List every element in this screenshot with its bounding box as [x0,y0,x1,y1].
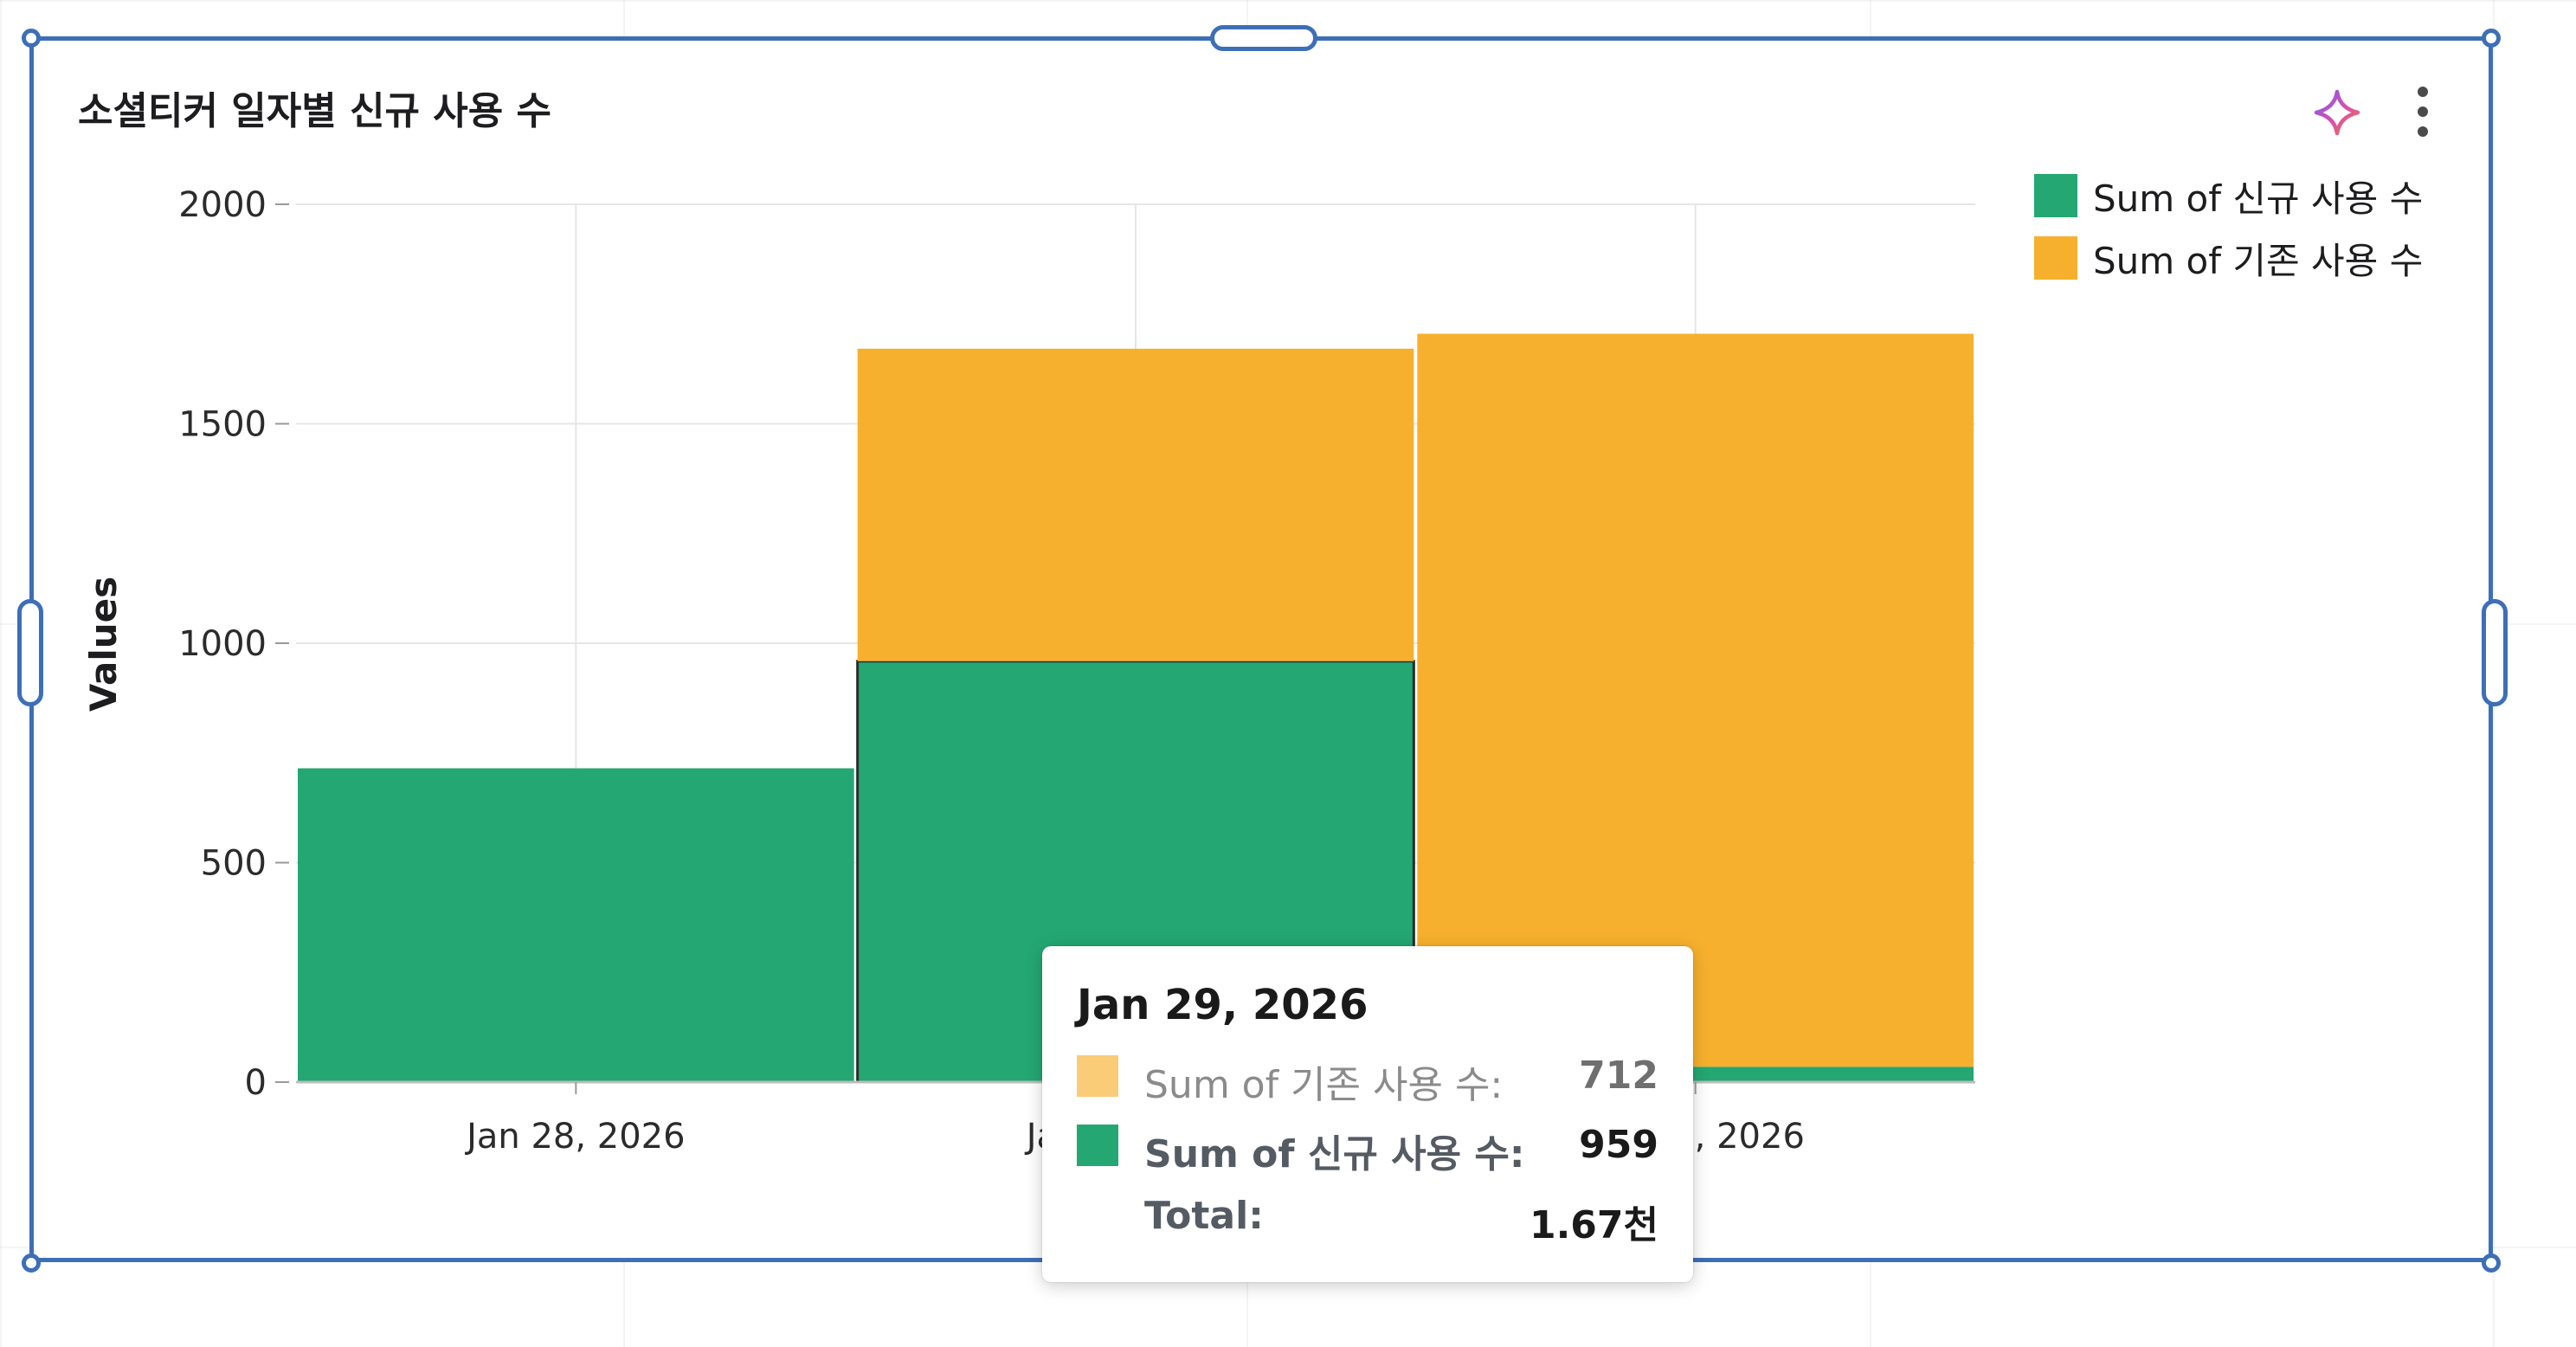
bar-segment[interactable] [1417,333,1974,1067]
tooltip-row-total: Total: 1.67천 [1077,1190,1658,1247]
legend-swatch [2034,174,2077,217]
tooltip-date: Jan 29, 2026 [1077,981,1368,1029]
ai-assist-button[interactable] [2309,87,2365,139]
y-tick-label: 500 [201,844,267,884]
sparkle-icon [2314,89,2360,136]
tooltip-label: Sum of 기존 사용 수: [1144,1063,1504,1107]
bars[interactable] [298,333,1974,1084]
y-tick-label: 0 [245,1063,267,1103]
chart-tooltip: Jan 29, 2026 Sum of 기존 사용 수: 712 Sum of … [1042,946,1693,1282]
tooltip-row-new: Sum of 신규 사용 수: 959 [1077,1119,1658,1176]
tooltip-swatch [1077,1125,1118,1166]
more-options-button[interactable] [2401,83,2444,140]
tooltip-swatch [1077,1055,1118,1097]
chart-title: 소셜티커 일자별 신규 사용 수 [78,89,552,133]
tooltip-row-existing: Sum of 기존 사용 수: 712 [1077,1050,1658,1107]
bar-segment[interactable] [298,768,854,1082]
legend-label: Sum of 기존 사용 수 [2093,239,2424,282]
resize-handle-bottom-left[interactable] [22,1254,41,1273]
y-axis-label: Values [82,577,125,712]
tooltip-label: Sum of 신규 사용 수: [1144,1132,1525,1176]
y-tick-label: 1500 [178,405,267,445]
more-vertical-icon [2418,87,2428,137]
y-tick-label: 2000 [178,185,267,225]
y-tick-label: 1000 [178,624,267,664]
resize-handle-left[interactable] [17,599,43,706]
legend-label: Sum of 신규 사용 수 [2093,177,2424,220]
legend-item-new[interactable]: Sum of 신규 사용 수 [2034,164,2423,227]
resize-handle-top-left[interactable] [22,29,41,48]
tooltip-value: 959 [1579,1123,1658,1167]
resize-handle-bottom-right[interactable] [2482,1254,2501,1273]
tooltip-value: 712 [1579,1054,1658,1098]
legend-swatch [2034,236,2077,280]
resize-handle-right[interactable] [2482,599,2508,706]
tooltip-value: 1.67천 [1529,1203,1658,1247]
chart-legend[interactable]: Sum of 신규 사용 수 Sum of 기존 사용 수 [2034,164,2423,289]
bar-segment[interactable] [857,348,1414,661]
x-tick-label: Jan 28, 2026 [464,1117,686,1157]
resize-handle-top[interactable] [1210,25,1317,51]
tooltip-label: Total: [1144,1194,1264,1238]
legend-item-existing[interactable]: Sum of 기존 사용 수 [2034,227,2423,289]
resize-handle-top-right[interactable] [2482,29,2501,48]
